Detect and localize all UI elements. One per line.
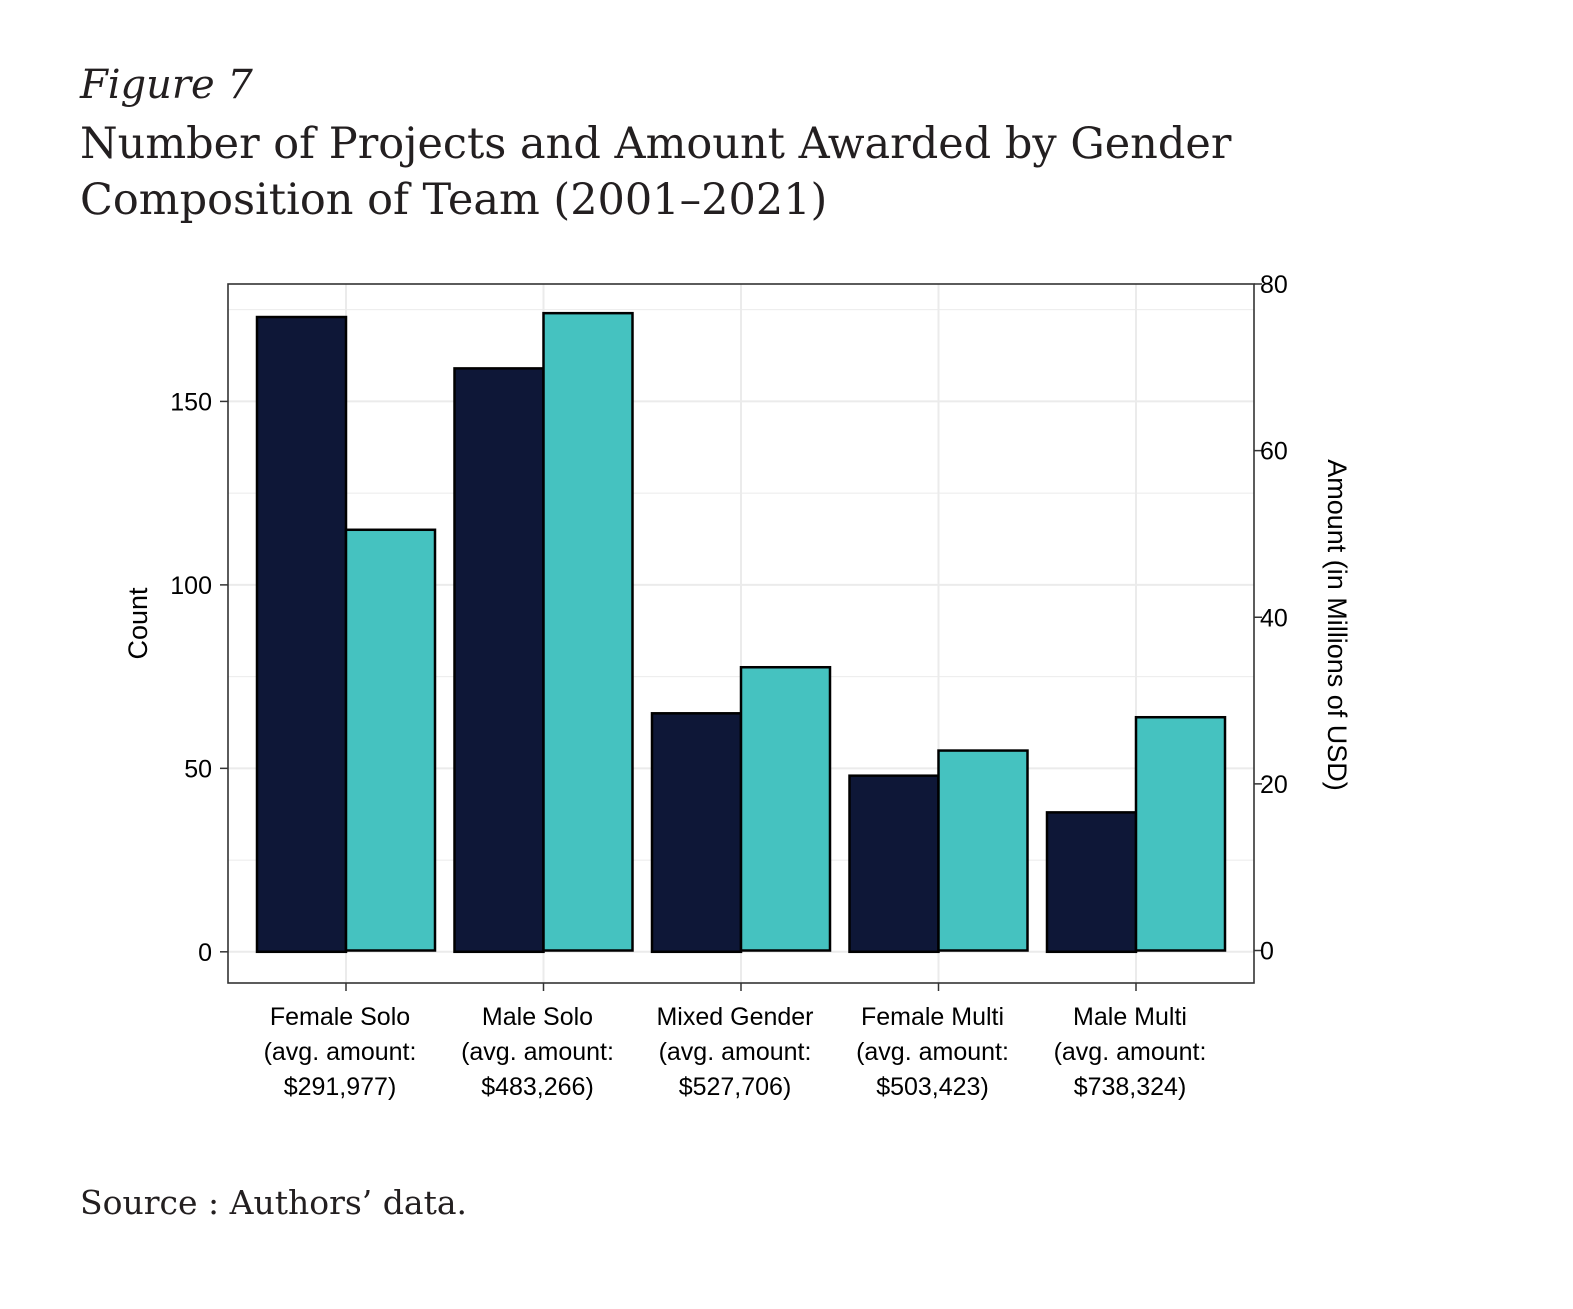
category-label: $738,324): [1074, 1073, 1187, 1101]
y2-axis-title: Amount (in Millions of USD): [1322, 459, 1352, 791]
y-tick-label: 50: [184, 755, 212, 783]
left-axis: 0 50 100 150: [170, 388, 228, 967]
category-label: Male Multi: [1073, 1003, 1187, 1031]
source-note: Source : Authors’ data.: [80, 1183, 467, 1222]
category-label: Male Solo: [482, 1003, 593, 1031]
category-label: Female Multi: [861, 1003, 1004, 1031]
figure-title: Number of Projects and Amount Awarded by…: [80, 119, 1232, 225]
category-label: Female Solo: [270, 1003, 410, 1031]
figure-label: Figure 7: [80, 62, 253, 108]
y-tick-label: 100: [170, 572, 212, 600]
category-label: (avg. amount:: [1054, 1038, 1207, 1066]
y-tick-label: 150: [170, 388, 212, 416]
amount-bar: [937, 749, 1029, 952]
y2-tick-label: 80: [1260, 271, 1288, 299]
right-axis: 0 20 40 60 80: [1254, 271, 1288, 966]
category-label: Mixed Gender: [656, 1003, 813, 1031]
amount-bar: [344, 528, 437, 952]
category-label: (avg. amount:: [856, 1038, 1009, 1066]
count-bar: [1045, 811, 1138, 954]
category-axis: Female Solo (avg. amount: $291,977) Male So…: [264, 983, 1207, 1101]
amount-bar: [1134, 715, 1227, 952]
y2-tick-label: 60: [1260, 438, 1288, 466]
category-label: $503,423): [876, 1073, 989, 1101]
count-bar: [453, 367, 545, 954]
category-label: (avg. amount:: [659, 1038, 812, 1066]
category-label: (avg. amount:: [461, 1038, 614, 1066]
category-label: $527,706): [679, 1073, 792, 1101]
bars: [255, 311, 1227, 954]
y2-tick-label: 0: [1260, 938, 1274, 966]
count-bar: [255, 315, 348, 954]
amount-bar: [542, 311, 634, 952]
amount-bar: [739, 665, 832, 952]
y-tick-label: 0: [198, 939, 212, 967]
category-label: (avg. amount:: [264, 1038, 417, 1066]
y-axis-title: Count: [123, 587, 153, 660]
count-bar: [650, 712, 743, 954]
y2-tick-label: 40: [1260, 604, 1288, 632]
category-label: $483,266): [481, 1073, 594, 1101]
count-bar: [848, 774, 940, 954]
y2-tick-label: 20: [1260, 771, 1288, 799]
category-label: $291,977): [284, 1073, 397, 1101]
